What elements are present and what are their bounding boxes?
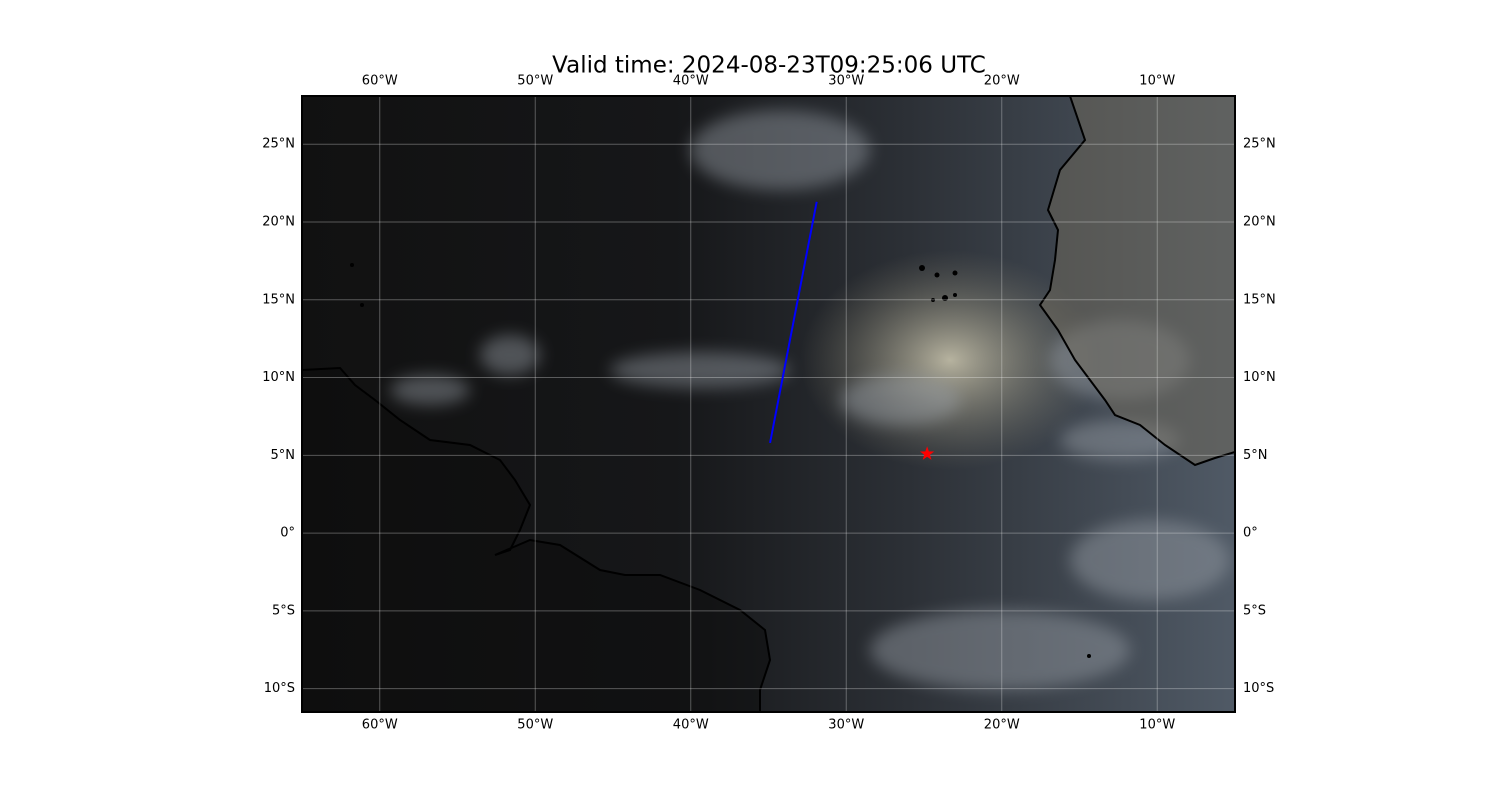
y-tick-label: 20°N <box>262 215 295 230</box>
y-tick-label: 5°N <box>271 448 296 463</box>
y-tick-label: 10°N <box>1243 370 1276 385</box>
y-tick-label: 15°N <box>262 292 295 307</box>
y-tick-label: 25°N <box>1243 137 1276 152</box>
satellite-image <box>302 96 1235 712</box>
x-tick-label: 30°W <box>828 718 864 733</box>
y-tick-label: 10°N <box>262 370 295 385</box>
x-tick-label: 20°W <box>984 74 1020 89</box>
islands <box>350 263 1091 658</box>
y-tick-label: 15°N <box>1243 292 1276 307</box>
x-tick-label: 10°W <box>1139 718 1175 733</box>
x-tick-label: 30°W <box>828 74 864 89</box>
track-line <box>769 201 818 444</box>
y-tick-label: 10°S <box>264 681 295 696</box>
x-tick-label: 40°W <box>673 718 709 733</box>
y-tick-label: 20°N <box>1243 215 1276 230</box>
x-tick-label: 40°W <box>673 74 709 89</box>
x-tick-label: 10°W <box>1139 74 1175 89</box>
star-marker <box>919 446 935 460</box>
chart-title: Valid time: 2024-08-23T09:25:06 UTC <box>552 53 986 79</box>
map-frame <box>301 95 1236 713</box>
y-tick-label: 0° <box>1243 526 1258 541</box>
x-tick-label: 50°W <box>517 718 553 733</box>
x-tick-label: 20°W <box>984 718 1020 733</box>
coastline <box>302 96 1235 712</box>
y-tick-label: 0° <box>280 526 295 541</box>
y-tick-label: 10°S <box>1243 681 1274 696</box>
x-tick-label: 50°W <box>517 74 553 89</box>
y-tick-label: 25°N <box>262 137 295 152</box>
x-tick-label: 60°W <box>362 718 398 733</box>
y-tick-label: 5°N <box>1243 448 1268 463</box>
y-tick-label: 5°S <box>1243 603 1266 618</box>
y-tick-label: 5°S <box>272 603 295 618</box>
x-tick-label: 60°W <box>362 74 398 89</box>
